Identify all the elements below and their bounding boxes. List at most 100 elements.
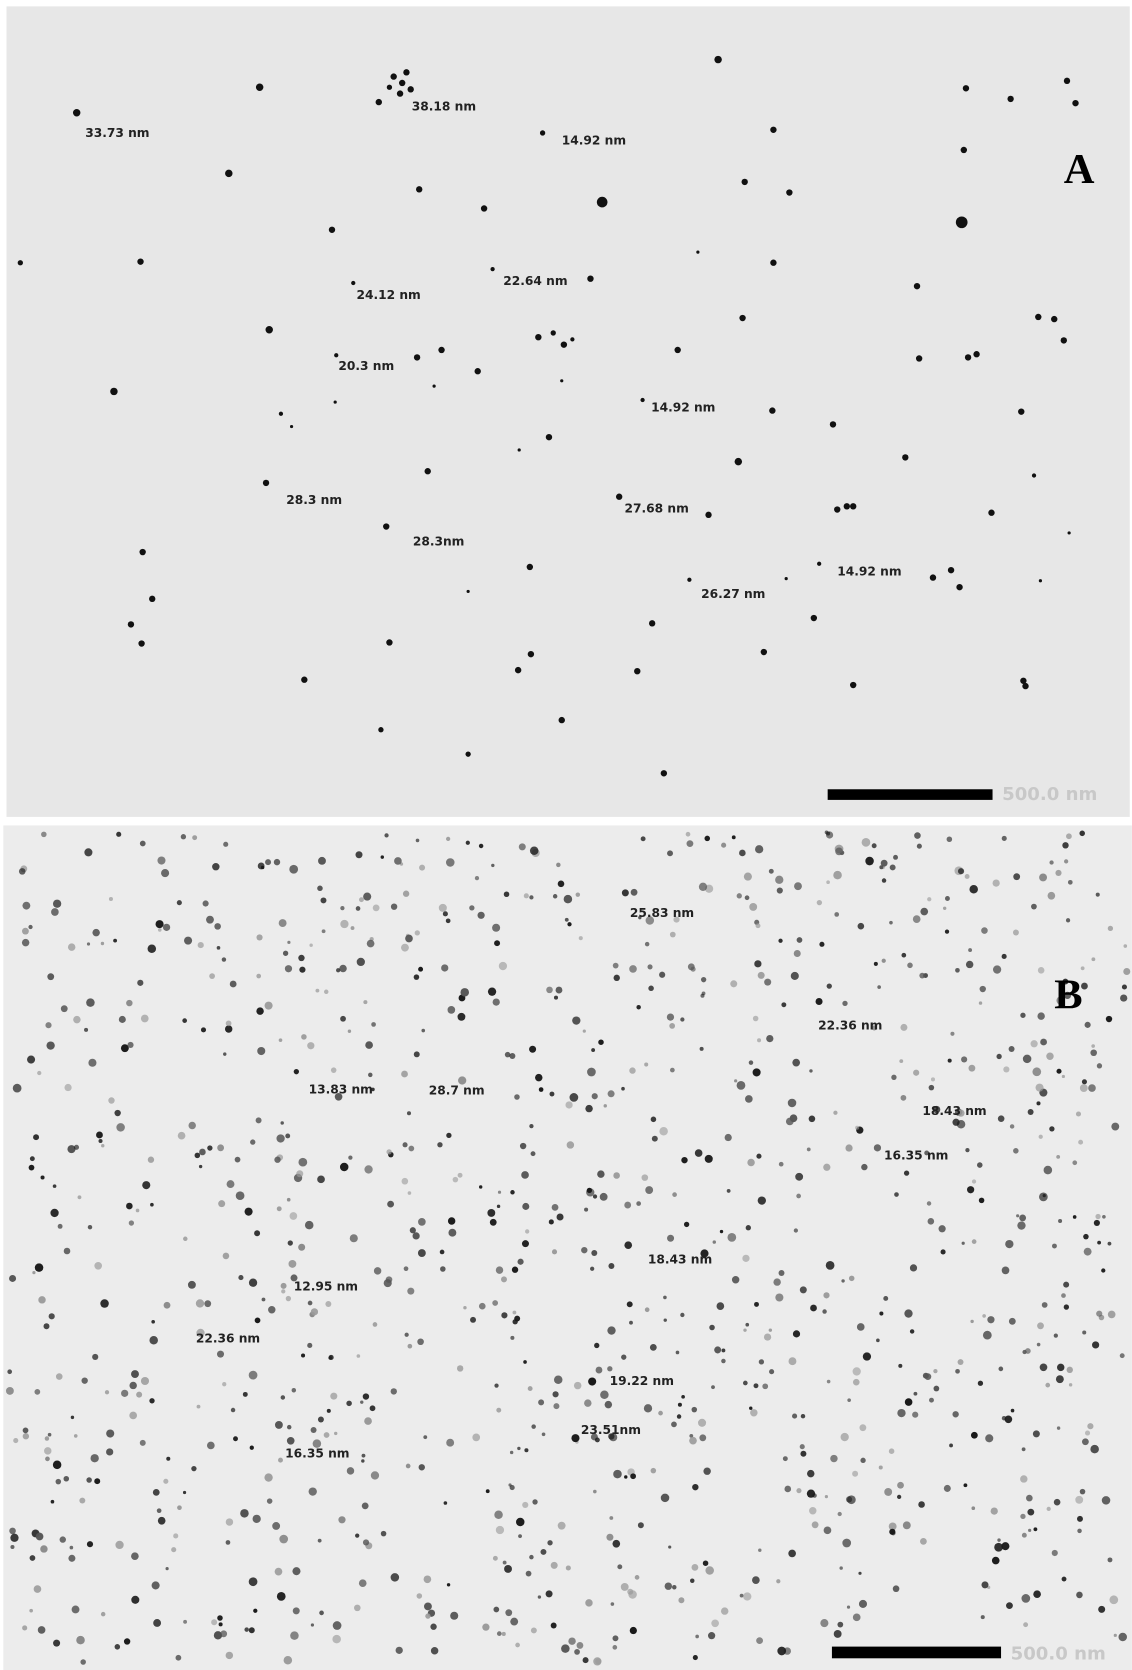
particle [553,1403,559,1409]
particle [672,1192,677,1197]
particle [92,1354,98,1360]
particle [816,998,823,1005]
particle [893,1585,900,1592]
particle [287,1198,291,1202]
particle [70,1546,74,1550]
particle [579,936,583,940]
particle [527,564,533,570]
particle [1098,1606,1105,1613]
particle [191,1466,196,1471]
particle [981,927,988,934]
particle [236,1191,245,1200]
particle [1077,1529,1081,1533]
particle [419,865,425,871]
particle [151,1320,155,1324]
particle [929,1398,934,1403]
particle [141,1377,149,1385]
particle [53,900,61,908]
particle [30,1156,35,1161]
particle [510,1485,515,1490]
particle [283,951,288,956]
particle [621,1355,626,1360]
particle [800,1286,807,1293]
particle [281,1121,284,1124]
particle [56,1373,63,1380]
particle [526,1571,532,1577]
particle [528,1386,533,1391]
particle [703,1560,709,1566]
particle [546,434,552,440]
particle [510,1618,518,1626]
particle [1011,1409,1015,1413]
particle [498,1191,501,1194]
particle [827,1380,831,1384]
particle [45,1436,49,1440]
particle [1073,1215,1077,1219]
particle [775,1293,783,1301]
particle [745,895,750,900]
particle [901,1095,907,1101]
particle [309,943,312,946]
particle [852,1471,858,1477]
particle [530,846,539,855]
particle [240,1509,249,1518]
particle [1081,966,1085,970]
particle [22,1625,27,1630]
particle [713,1240,716,1243]
particle [546,987,553,994]
particle [552,1391,558,1397]
particle [776,1579,780,1583]
particle [948,567,954,573]
particle [403,891,409,897]
particle [325,1301,331,1307]
particle [950,1032,954,1036]
particle [274,859,280,865]
particle [560,379,563,382]
particle [292,1567,300,1575]
particle [952,1411,958,1417]
particle [1079,831,1085,837]
particle [13,1438,18,1443]
particle [945,929,949,933]
particle [786,1118,794,1126]
particle [809,1507,816,1514]
particle [108,1097,114,1103]
particle [934,1386,940,1392]
particle [47,973,54,980]
particle [263,480,269,486]
particle [1108,1311,1116,1319]
particle [961,147,967,153]
particle [613,963,619,969]
particle [1023,1055,1032,1064]
particle [501,1276,507,1282]
particle [316,989,320,993]
particle [331,1067,337,1073]
particle [781,1002,786,1007]
particle [535,1074,542,1081]
particle [192,835,197,840]
particle [897,1495,901,1499]
particle [965,1148,969,1152]
particle [446,837,450,841]
particle [795,1173,803,1181]
particle [567,922,571,926]
particle [371,1471,379,1479]
particle [1051,316,1057,322]
particle [88,1059,96,1067]
particle [658,1411,663,1416]
particle [319,1611,324,1616]
particle [305,1221,314,1230]
particle [945,896,950,901]
particle [209,973,215,979]
particle [699,883,707,891]
particle [519,843,526,850]
particle [131,1370,139,1378]
particle [1042,1302,1048,1308]
particle [947,836,953,842]
particle [988,510,994,516]
particle [1033,1527,1037,1531]
particle [812,1521,819,1528]
particle [290,1631,299,1640]
particle [977,1162,983,1168]
particle [522,1502,528,1508]
